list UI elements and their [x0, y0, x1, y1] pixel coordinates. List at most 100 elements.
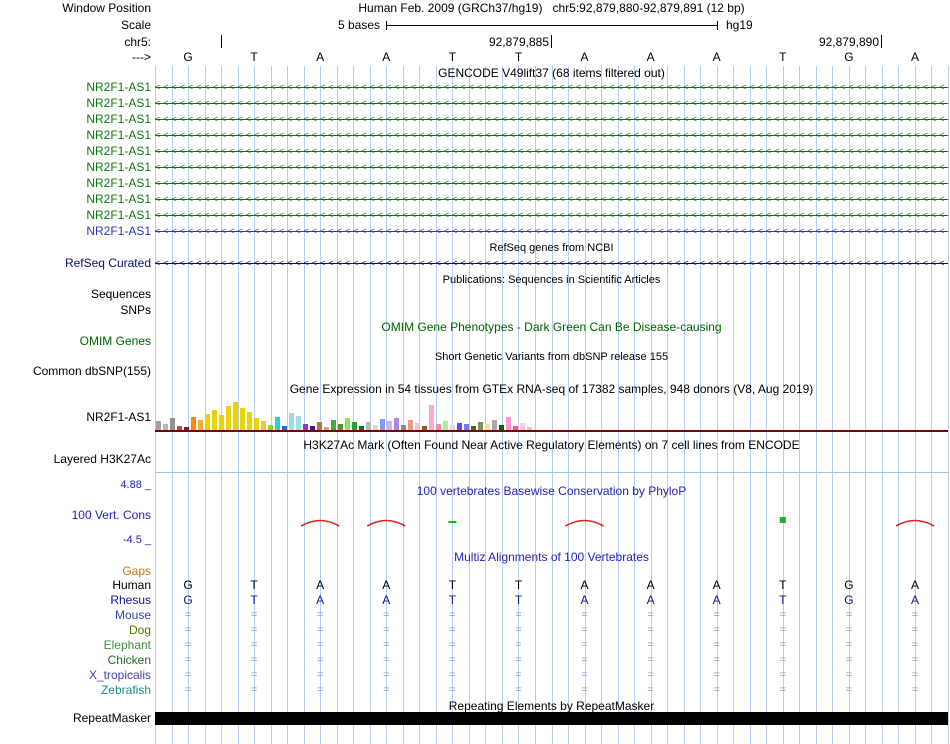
multiz-row-mouse[interactable]: Mouse = = = = = = = = = = = = — [0, 608, 950, 623]
transcript-intron-line[interactable]: <<<<<<<<<<<<<<<<<<<<<<<<<<<<<<<<<<<<<<<<… — [155, 95, 948, 111]
refseq-track-title[interactable]: RefSeq genes from NCBI — [489, 242, 614, 254]
gtex-expression-bar[interactable] — [275, 417, 280, 430]
transcript-intron-line[interactable]: <<<<<<<<<<<<<<<<<<<<<<<<<<<<<<<<<<<<<<<<… — [155, 207, 948, 223]
phylop-plot[interactable] — [155, 504, 948, 538]
gtex-expression-bar[interactable] — [471, 426, 476, 430]
gtex-expression-bar[interactable] — [478, 422, 483, 430]
gtex-expression-bar[interactable] — [233, 402, 238, 430]
gtex-expression-bar[interactable] — [296, 416, 301, 430]
h3k27ac-track-title[interactable]: H3K27Ac Mark (Often Found Near Active Re… — [303, 438, 800, 452]
transcript-label: NR2F1-AS1 — [86, 144, 151, 158]
multiz-row-human[interactable]: Human G T A A T T A A A T G A — [0, 578, 950, 593]
repeatmasker-track-title[interactable]: Repeating Elements by RepeatMasker — [448, 699, 655, 713]
dbsnp-track-title[interactable]: Short Genetic Variants from dbSNP releas… — [434, 351, 669, 363]
transcript-intron-line[interactable]: <<<<<<<<<<<<<<<<<<<<<<<<<<<<<<<<<<<<<<<<… — [155, 127, 948, 143]
gencode-transcript-row[interactable]: NR2F1-AS1 <<<<<<<<<<<<<<<<<<<<<<<<<<<<<<<… — [0, 223, 950, 239]
transcript-intron-line[interactable]: <<<<<<<<<<<<<<<<<<<<<<<<<<<<<<<<<<<<<<<<… — [155, 143, 948, 159]
gtex-expression-bar[interactable] — [254, 418, 259, 430]
gtex-expression-bar[interactable] — [415, 423, 420, 430]
gtex-expression-bar[interactable] — [240, 408, 245, 430]
gencode-transcript-row[interactable]: NR2F1-AS1 <<<<<<<<<<<<<<<<<<<<<<<<<<<<<<<… — [0, 175, 950, 191]
gtex-expression-bar[interactable] — [261, 421, 266, 430]
transcript-intron-line[interactable]: <<<<<<<<<<<<<<<<<<<<<<<<<<<<<<<<<<<<<<<<… — [155, 175, 948, 191]
gtex-expression-bar[interactable] — [247, 412, 252, 430]
gtex-expression-bar[interactable] — [352, 422, 357, 430]
gtex-expression-bar[interactable] — [373, 425, 378, 430]
gtex-expression-bar[interactable] — [457, 423, 462, 430]
gtex-expression-bar[interactable] — [527, 427, 532, 430]
gencode-transcript-row[interactable]: NR2F1-AS1 <<<<<<<<<<<<<<<<<<<<<<<<<<<<<<<… — [0, 79, 950, 95]
gtex-expression-bar[interactable] — [394, 418, 399, 430]
gencode-transcript-row[interactable]: NR2F1-AS1 <<<<<<<<<<<<<<<<<<<<<<<<<<<<<<<… — [0, 191, 950, 207]
gtex-expression-bar[interactable] — [450, 425, 455, 430]
gencode-transcript-row[interactable]: NR2F1-AS1 <<<<<<<<<<<<<<<<<<<<<<<<<<<<<<<… — [0, 143, 950, 159]
gtex-expression-bar[interactable] — [226, 406, 231, 430]
gtex-expression-bar[interactable] — [282, 426, 287, 430]
gtex-expression-bar[interactable] — [289, 413, 294, 430]
gtex-expression-bar[interactable] — [499, 425, 504, 430]
gtex-expression-bar[interactable] — [170, 418, 175, 430]
gencode-transcript-row[interactable]: NR2F1-AS1 <<<<<<<<<<<<<<<<<<<<<<<<<<<<<<<… — [0, 111, 950, 127]
gtex-expression-bar[interactable] — [156, 421, 161, 430]
gtex-expression-bar[interactable] — [380, 419, 385, 430]
gtex-expression-bar[interactable] — [513, 426, 518, 430]
gtex-expression-bar[interactable] — [408, 420, 413, 430]
gtex-expression-bar[interactable] — [205, 414, 210, 430]
omim-track-title[interactable]: OMIM Gene Phenotypes - Dark Green Can Be… — [381, 320, 722, 334]
gtex-expression-bar[interactable] — [443, 421, 448, 430]
gtex-expression-bar[interactable] — [436, 424, 441, 430]
gtex-expression-bar[interactable] — [219, 415, 224, 430]
transcript-intron-line[interactable]: <<<<<<<<<<<<<<<<<<<<<<<<<<<<<<<<<<<<<<<<… — [155, 223, 948, 239]
gtex-expression-bar[interactable] — [268, 425, 273, 430]
multiz-track-title[interactable]: Multiz Alignments of 100 Vertebrates — [454, 550, 649, 564]
gtex-expression-bar[interactable] — [401, 425, 406, 430]
base-cell: T — [514, 593, 523, 607]
gtex-expression-bar[interactable] — [331, 420, 336, 430]
gtex-expression-bar[interactable] — [317, 422, 322, 430]
gtex-expression-bar[interactable] — [366, 422, 371, 430]
gtex-track-title[interactable]: Gene Expression in 54 tissues from GTEx … — [289, 382, 814, 396]
gencode-track-title[interactable]: GENCODE V49lift37 (68 items filtered out… — [438, 66, 665, 80]
gtex-expression-bar[interactable] — [359, 426, 364, 430]
gtex-expression-bar[interactable] — [324, 427, 329, 430]
gtex-expression-bar[interactable] — [184, 427, 189, 430]
gtex-expression-bar[interactable] — [345, 418, 350, 430]
gencode-transcript-row[interactable]: NR2F1-AS1 <<<<<<<<<<<<<<<<<<<<<<<<<<<<<<<… — [0, 95, 950, 111]
gtex-expression-bar[interactable] — [464, 424, 469, 430]
publications-track-title[interactable]: Publications: Sequences in Scientific Ar… — [442, 274, 661, 286]
gtex-expression-bar[interactable] — [303, 424, 308, 430]
multiz-row-chicken[interactable]: Chicken = = = = = = = = = = = = — [0, 653, 950, 668]
base-cell: = — [845, 669, 853, 681]
refseq-transcript-line[interactable]: <<<<<<<<<<<<<<<<<<<<<<<<<<<<<<<<<<<<<<<<… — [155, 255, 948, 271]
transcript-intron-line[interactable]: <<<<<<<<<<<<<<<<<<<<<<<<<<<<<<<<<<<<<<<<… — [155, 191, 948, 207]
gtex-expression-bar[interactable] — [520, 423, 525, 430]
gencode-transcript-row[interactable]: NR2F1-AS1 <<<<<<<<<<<<<<<<<<<<<<<<<<<<<<<… — [0, 207, 950, 223]
conservation-track-title[interactable]: 100 vertebrates Basewise Conservation by… — [416, 484, 687, 498]
transcript-intron-line[interactable]: <<<<<<<<<<<<<<<<<<<<<<<<<<<<<<<<<<<<<<<<… — [155, 79, 948, 95]
gtex-expression-bar[interactable] — [429, 405, 434, 430]
multiz-row-elephant[interactable]: Elephant = = = = = = = = = = = = — [0, 638, 950, 653]
gtex-expression-bar[interactable] — [191, 417, 196, 430]
transcript-intron-line[interactable]: <<<<<<<<<<<<<<<<<<<<<<<<<<<<<<<<<<<<<<<<… — [155, 159, 948, 175]
multiz-row-zebrafish[interactable]: Zebrafish = = = = = = = = = = = = — [0, 683, 950, 698]
gtex-expression-bar[interactable] — [177, 426, 182, 430]
multiz-row-dog[interactable]: Dog = = = = = = = = = = = = — [0, 623, 950, 638]
gtex-expression-bar[interactable] — [338, 424, 343, 430]
gencode-transcript-row[interactable]: NR2F1-AS1 <<<<<<<<<<<<<<<<<<<<<<<<<<<<<<<… — [0, 127, 950, 143]
gtex-expression-bar[interactable] — [212, 410, 217, 430]
gtex-expression-bar[interactable] — [492, 420, 497, 430]
multiz-row-rhesus[interactable]: Rhesus G T A A T T A A A T G A — [0, 593, 950, 608]
gencode-transcript-row[interactable]: NR2F1-AS1 <<<<<<<<<<<<<<<<<<<<<<<<<<<<<<<… — [0, 159, 950, 175]
gtex-expression-bar[interactable] — [506, 417, 511, 430]
gtex-expression-bar[interactable] — [485, 424, 490, 430]
transcript-intron-line[interactable]: <<<<<<<<<<<<<<<<<<<<<<<<<<<<<<<<<<<<<<<<… — [155, 111, 948, 127]
repeatmasker-bar[interactable] — [155, 712, 948, 725]
gtex-expression-bar[interactable] — [310, 426, 315, 430]
gtex-expression-bar[interactable] — [422, 426, 427, 430]
gtex-expression-bar[interactable] — [163, 424, 168, 430]
base-cell: = — [316, 684, 324, 696]
gtex-bar-chart[interactable] — [155, 398, 948, 432]
gtex-expression-bar[interactable] — [198, 420, 203, 430]
gtex-expression-bar[interactable] — [387, 421, 392, 430]
multiz-row-x_tropicalis[interactable]: X_tropicalis = = = = = = = = = = = = — [0, 668, 950, 683]
